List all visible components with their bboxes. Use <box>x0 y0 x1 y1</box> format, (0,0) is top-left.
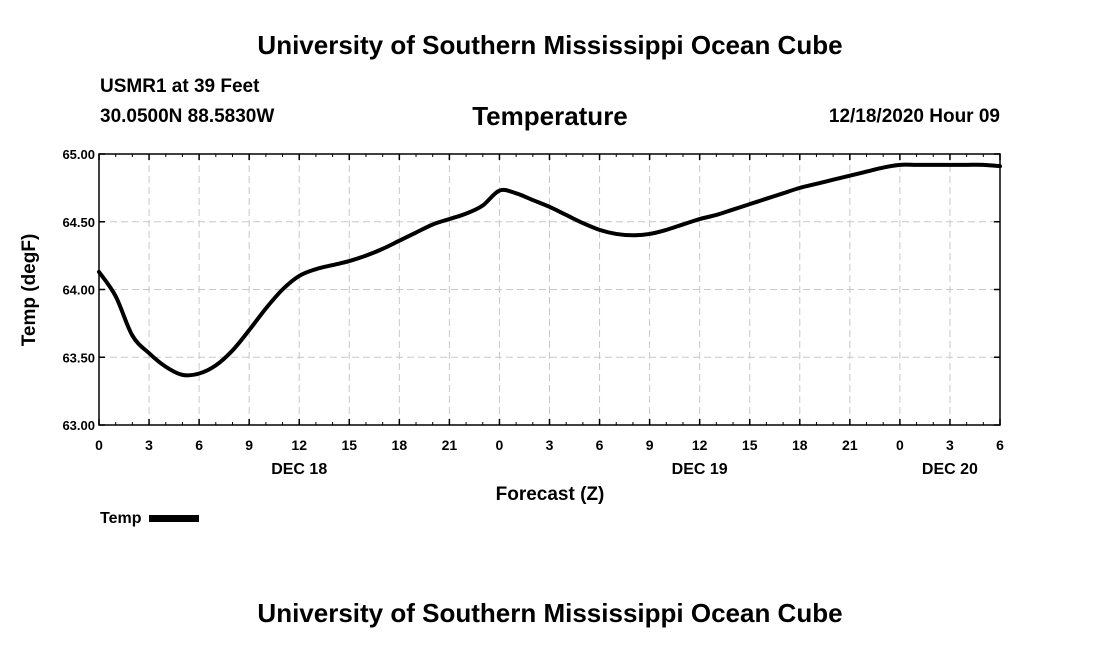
x-tick-label: 15 <box>341 437 357 453</box>
grid-lines <box>99 154 1000 425</box>
x-tick-label: 21 <box>442 437 458 453</box>
x-tick-label: 9 <box>245 437 253 453</box>
x-tick-label: 0 <box>95 437 103 453</box>
issued-time: 12/18/2020 Hour 09 <box>828 106 1000 127</box>
x-tick-label: 6 <box>996 437 1004 453</box>
temp-series-line <box>97 162 1002 378</box>
legend-label: Temp <box>100 510 142 527</box>
y-axis-title: Temp (degF) <box>19 234 40 347</box>
legend: Temp <box>100 510 200 528</box>
y-tick-label: 65.00 <box>62 147 95 162</box>
y-tick-label: 64.00 <box>62 283 95 298</box>
x-tick-label: 15 <box>742 437 758 453</box>
x-tick-label: 0 <box>496 437 504 453</box>
y-tick-label: 63.00 <box>62 418 95 433</box>
x-tick-label: 18 <box>392 437 408 453</box>
x-tick-label: 9 <box>646 437 654 453</box>
x-tick-label: 3 <box>546 437 554 453</box>
axis-ticks <box>98 153 1001 426</box>
axis-labels: 63.00 63.50 64.00 64.50 65.00 0 3 6 9 12 15 18 21 0 3 6… <box>62 147 1004 478</box>
date-label: DEC 20 <box>922 461 978 478</box>
x-tick-label: 21 <box>842 437 858 453</box>
x-tick-label: 0 <box>896 437 904 453</box>
x-tick-label: 3 <box>145 437 153 453</box>
x-tick-label: 6 <box>596 437 604 453</box>
parameter-title: Temperature <box>472 101 628 131</box>
chart-title-bottom: University of Southern Mississippi Ocean… <box>257 598 843 628</box>
station-name: USMR1 at 39 Feet <box>100 76 260 97</box>
date-label: DEC 18 <box>271 461 327 478</box>
x-tick-label: 3 <box>946 437 954 453</box>
station-coordinates: 30.0500N 88.5830W <box>100 106 275 127</box>
x-tick-label: 6 <box>195 437 203 453</box>
date-label: DEC 19 <box>672 461 728 478</box>
y-tick-label: 64.50 <box>62 215 95 230</box>
x-tick-label: 18 <box>792 437 808 453</box>
x-tick-label: 12 <box>291 437 307 453</box>
legend-swatch <box>149 515 200 523</box>
x-axis-title: Forecast (Z) <box>496 484 605 505</box>
chart-title-top: University of Southern Mississippi Ocean… <box>257 30 843 60</box>
x-tick-label: 12 <box>692 437 708 453</box>
y-tick-label: 63.50 <box>62 350 95 365</box>
